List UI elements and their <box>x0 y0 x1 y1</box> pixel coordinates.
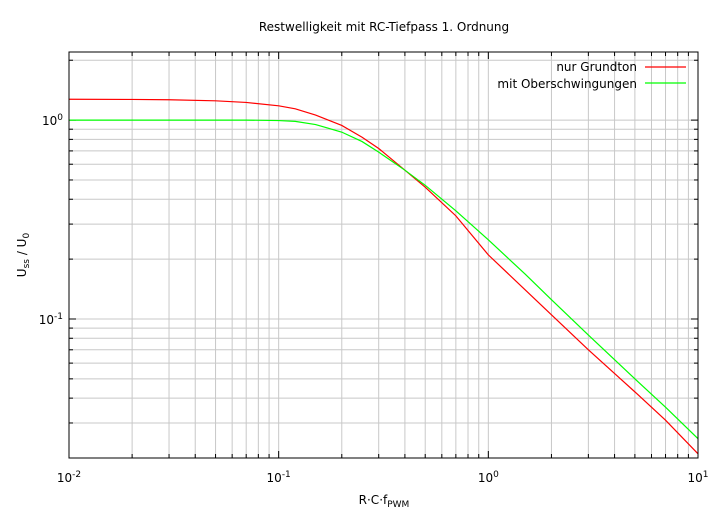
series-layer <box>68 98 699 455</box>
axis-ticks <box>68 52 698 459</box>
legend-label-mit-oberschwingungen: mit Oberschwingungen <box>497 77 637 91</box>
x-tick-label: 10-1 <box>267 470 291 485</box>
chart-title: Restwelligkeit mit RC-Tiefpass 1. Ordnun… <box>259 20 509 34</box>
x-tick-label: 101 <box>687 470 708 485</box>
x-tick-label: 10-2 <box>57 470 81 485</box>
x-tick-labels: 10-2 10-1 100 101 <box>57 470 709 485</box>
legend: nur Grundton mit Oberschwingungen <box>497 60 686 91</box>
legend-label-nur-grundton: nur Grundton <box>556 60 637 74</box>
x-tick-label: 100 <box>478 470 499 485</box>
x-axis-label: R·C·fPWM <box>359 493 410 510</box>
y-axis-label: Uss / U0 <box>15 233 32 278</box>
series-line-mit-oberschwingungen <box>69 119 699 440</box>
y-tick-label: 10-1 <box>39 312 63 327</box>
series-line-nur-grundton <box>68 98 699 455</box>
y-tick-labels: 10-1 100 <box>39 113 64 327</box>
plot-frame <box>68 51 699 459</box>
grid <box>68 52 698 459</box>
y-tick-label: 100 <box>42 113 63 128</box>
